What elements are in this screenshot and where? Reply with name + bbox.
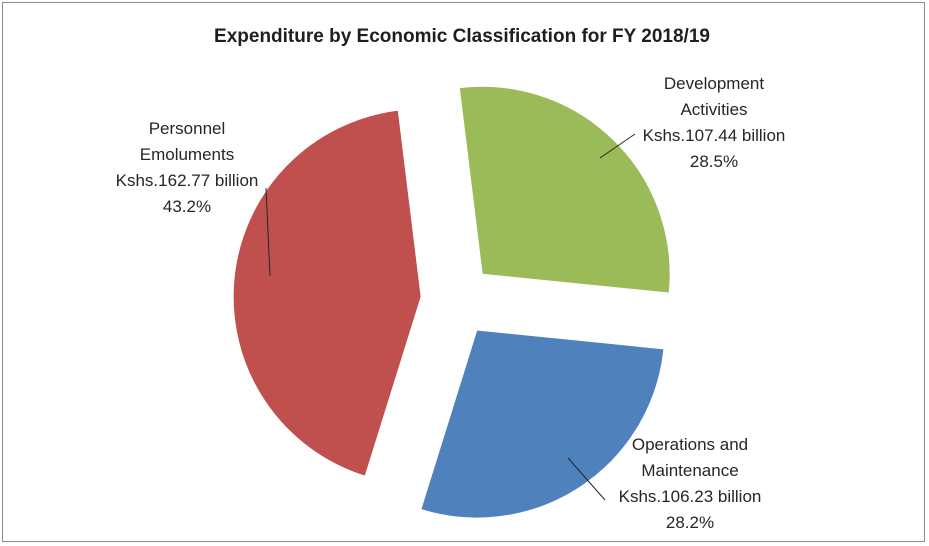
pie-slice <box>232 109 422 477</box>
leader-line <box>265 187 271 277</box>
slice-name: Operations and <box>632 435 748 454</box>
leader-line <box>567 457 606 501</box>
slice-name: Emoluments <box>140 145 234 164</box>
leader-line <box>599 133 636 159</box>
slice-percent: 43.2% <box>163 197 211 216</box>
chart-title: Expenditure by Economic Classification f… <box>214 26 710 47</box>
slice-label: Development Activities Kshs.107.44 billion… <box>643 74 786 171</box>
slice-percent: 28.2% <box>666 513 714 532</box>
pie-slice <box>458 85 671 294</box>
slice-name: Personnel <box>149 119 226 138</box>
slice-labels: Development Activities Kshs.107.44 billion… <box>116 74 786 532</box>
slice-name: Maintenance <box>641 461 738 480</box>
slice-name: Activities <box>680 100 747 119</box>
slice-value: Kshs.107.44 billion <box>643 126 786 145</box>
slice-value: Kshs.162.77 billion <box>116 171 259 190</box>
slice-label: Personnel Emoluments Kshs.162.77 billion 43… <box>116 119 259 216</box>
pie-slice <box>420 329 665 519</box>
slice-name: Development <box>664 74 764 93</box>
slice-value: Kshs.106.23 billion <box>619 487 762 506</box>
pie-slices <box>232 85 671 519</box>
slice-label: Operations and Maintenance Kshs.106.23 bil… <box>619 435 762 532</box>
slice-percent: 28.5% <box>690 152 738 171</box>
